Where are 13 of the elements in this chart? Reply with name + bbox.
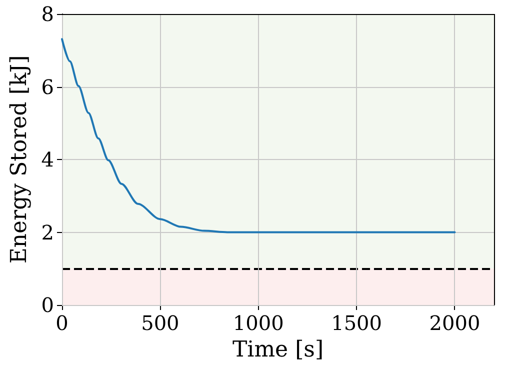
x-tick-label: 2000 bbox=[429, 311, 480, 335]
line-series bbox=[61, 38, 456, 234]
x-tick-label: 0 bbox=[56, 311, 68, 335]
x-axis-title: Time [s] bbox=[232, 338, 324, 362]
y-tick-label: 4 bbox=[41, 148, 54, 172]
x-tick-label: 500 bbox=[141, 311, 180, 335]
y-axis-title: Energy Stored [kJ] bbox=[6, 55, 32, 264]
y-tick-label: 8 bbox=[41, 2, 54, 26]
x-tick-label: 1000 bbox=[232, 311, 284, 335]
y-tick-label: 6 bbox=[41, 74, 54, 99]
x-tick-label: 1500 bbox=[331, 311, 382, 335]
y-tick-label: 0 bbox=[41, 293, 54, 317]
y-tick-label: 2 bbox=[41, 220, 54, 244]
